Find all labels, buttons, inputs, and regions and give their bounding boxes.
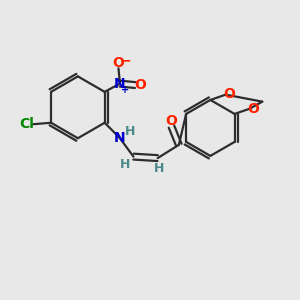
Text: +: + bbox=[121, 85, 129, 95]
Text: O: O bbox=[223, 87, 235, 101]
Text: O: O bbox=[248, 102, 260, 116]
Text: H: H bbox=[125, 125, 136, 138]
Text: −: − bbox=[119, 53, 131, 67]
Text: N: N bbox=[114, 76, 126, 91]
Text: H: H bbox=[119, 158, 130, 171]
Text: N: N bbox=[114, 131, 126, 145]
Text: H: H bbox=[154, 162, 164, 175]
Text: O: O bbox=[135, 78, 146, 92]
Text: Cl: Cl bbox=[19, 117, 34, 131]
Text: O: O bbox=[165, 114, 177, 128]
Text: O: O bbox=[112, 56, 124, 70]
